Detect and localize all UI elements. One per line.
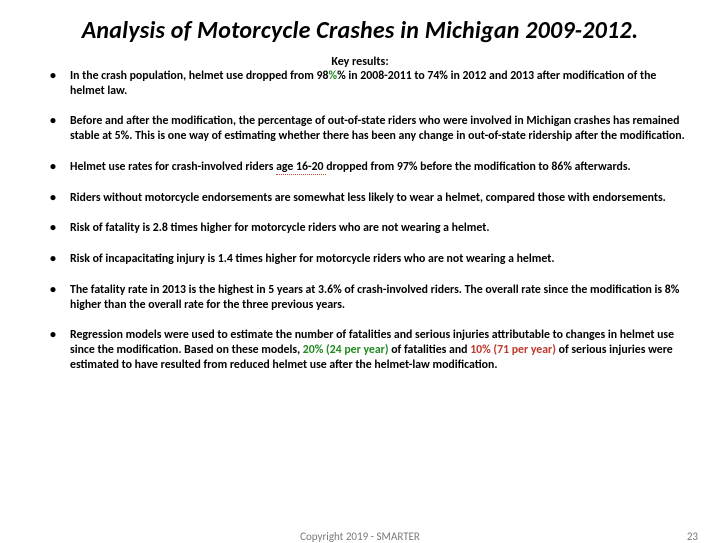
bullet-text: Risk of fatality is 2.8 times higher for… <box>70 221 490 235</box>
bullet-text: Riders without motorcycle endorsements a… <box>70 191 666 205</box>
slide: Analysis of Motorcycle Crashes in Michig… <box>0 0 720 540</box>
key-results-heading: Key results: <box>30 55 690 69</box>
bullet-1: In the crash population, helmet use drop… <box>50 69 690 98</box>
results-list: In the crash population, helmet use drop… <box>30 69 690 373</box>
bullet-text-red: 10% (71 per year) <box>470 343 558 357</box>
bullet-5: Risk of fatality is 2.8 times higher for… <box>50 221 690 236</box>
bullet-text-green: 20% (24 per year) <box>303 343 391 357</box>
bullet-text: Helmet use rates for crash-involved ride… <box>70 160 276 174</box>
bullet-8: Regression models were used to estimate … <box>50 328 690 372</box>
bullet-text: dropped from 97% before the modification… <box>326 160 630 174</box>
bullet-3: Helmet use rates for crash-involved ride… <box>50 160 690 175</box>
bullet-text: Before and after the modification, the p… <box>70 114 685 143</box>
bullet-7: The fatality rate in 2013 is the highest… <box>50 283 690 312</box>
bullet-text-underlined: age 16-20 <box>276 160 326 175</box>
bullet-2: Before and after the modification, the p… <box>50 114 690 143</box>
bullet-6: Risk of incapacitating injury is 1.4 tim… <box>50 252 690 267</box>
bullet-text-green: % <box>328 69 337 83</box>
footer-page-number: 23 <box>687 530 698 543</box>
bullet-text: In the crash population, helmet use drop… <box>70 69 328 83</box>
footer-copyright: Copyright 2019 - SMARTER <box>300 530 420 543</box>
bullet-4: Riders without motorcycle endorsements a… <box>50 191 690 206</box>
bullet-text: of fatalities and <box>391 343 470 357</box>
bullet-text: The fatality rate in 2013 is the highest… <box>70 283 679 312</box>
bullet-text: Risk of incapacitating injury is 1.4 tim… <box>70 252 554 266</box>
slide-title: Analysis of Motorcycle Crashes in Michig… <box>30 16 690 45</box>
